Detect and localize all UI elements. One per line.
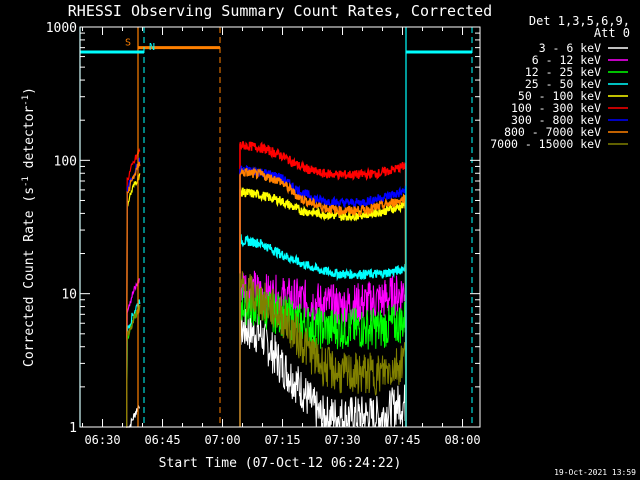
trace-segment-main (239, 166, 407, 428)
trace-segment-main (239, 308, 407, 428)
legend-label: 12 - 25 keV (525, 65, 601, 79)
y-tick-label: 1000 (46, 21, 77, 36)
axes: 06:30 06:45 07:00 07:15 07:30 07:45 08:00 1 10 10… (46, 21, 481, 447)
legend-item: 100 - 300 keV (511, 101, 628, 115)
legend-item: 800 - 7000 keV (504, 125, 628, 139)
plot-frame (79, 26, 481, 428)
trace-segment-main (239, 233, 407, 428)
x-tick-label: 06:30 (84, 433, 120, 447)
chart-title: RHESSI Observing Summary Count Rates, Co… (68, 2, 492, 20)
y-tick-label: 100 (54, 154, 77, 169)
x-axis-label: Start Time (07-Oct-12 06:24:22) (159, 456, 402, 471)
y-axis-label: Corrected Count Rate (s-1 detector-1) (21, 87, 37, 367)
y-axis-label-main: Corrected Count Rate (s (22, 187, 37, 367)
flag-label: S (125, 38, 131, 49)
flag-S: S (125, 27, 221, 427)
x-tick-label: 07:45 (384, 433, 420, 447)
y-axis-label-close: ) (22, 87, 37, 95)
x-tick-label: 07:30 (324, 433, 360, 447)
legend-label: 6 - 12 keV (532, 53, 601, 67)
legend-header-line-2: Att 0 (594, 26, 630, 40)
legend-label: 800 - 7000 keV (504, 125, 601, 139)
flag-label: N (149, 42, 155, 53)
legend-item: 3 - 6 keV (539, 41, 628, 55)
legend-item: 6 - 12 keV (532, 53, 628, 67)
footer-date: 19-Oct-2021 13:59 (554, 468, 636, 477)
y-axis-label-sup2: -1 (21, 95, 31, 106)
y-axis-label-sup1: -1 (21, 176, 31, 187)
trace-segment-main (239, 271, 407, 428)
legend-label: 300 - 800 keV (511, 113, 601, 127)
y-tick-label: 1 (69, 421, 77, 436)
y-tick-label: 10 (61, 288, 77, 303)
trace-segment-main (239, 141, 407, 428)
x-tick-label: 06:45 (144, 433, 180, 447)
trace-segment-main (239, 164, 407, 428)
legend-label: 7000 - 15000 keV (490, 137, 601, 151)
legend-item: 50 - 100 keV (518, 89, 628, 103)
legend-item: 12 - 25 keV (525, 65, 628, 79)
x-tick-label: 07:00 (204, 433, 240, 447)
legend-item: 25 - 50 keV (525, 77, 628, 91)
legend-item: 300 - 800 keV (511, 113, 628, 127)
y-axis-label-mid: detector (22, 106, 37, 177)
legend-label: 3 - 6 keV (539, 41, 601, 55)
x-tick-label: 08:00 (444, 433, 480, 447)
legend-label: 100 - 300 keV (511, 101, 601, 115)
x-tick-label: 07:15 (264, 433, 300, 447)
legend-header-line-1: Det 1,3,5,6,9, (529, 14, 630, 28)
legend-label: 50 - 100 keV (518, 89, 601, 103)
legend-item: 7000 - 15000 keV (490, 137, 628, 151)
legend-label: 25 - 50 keV (525, 77, 601, 91)
